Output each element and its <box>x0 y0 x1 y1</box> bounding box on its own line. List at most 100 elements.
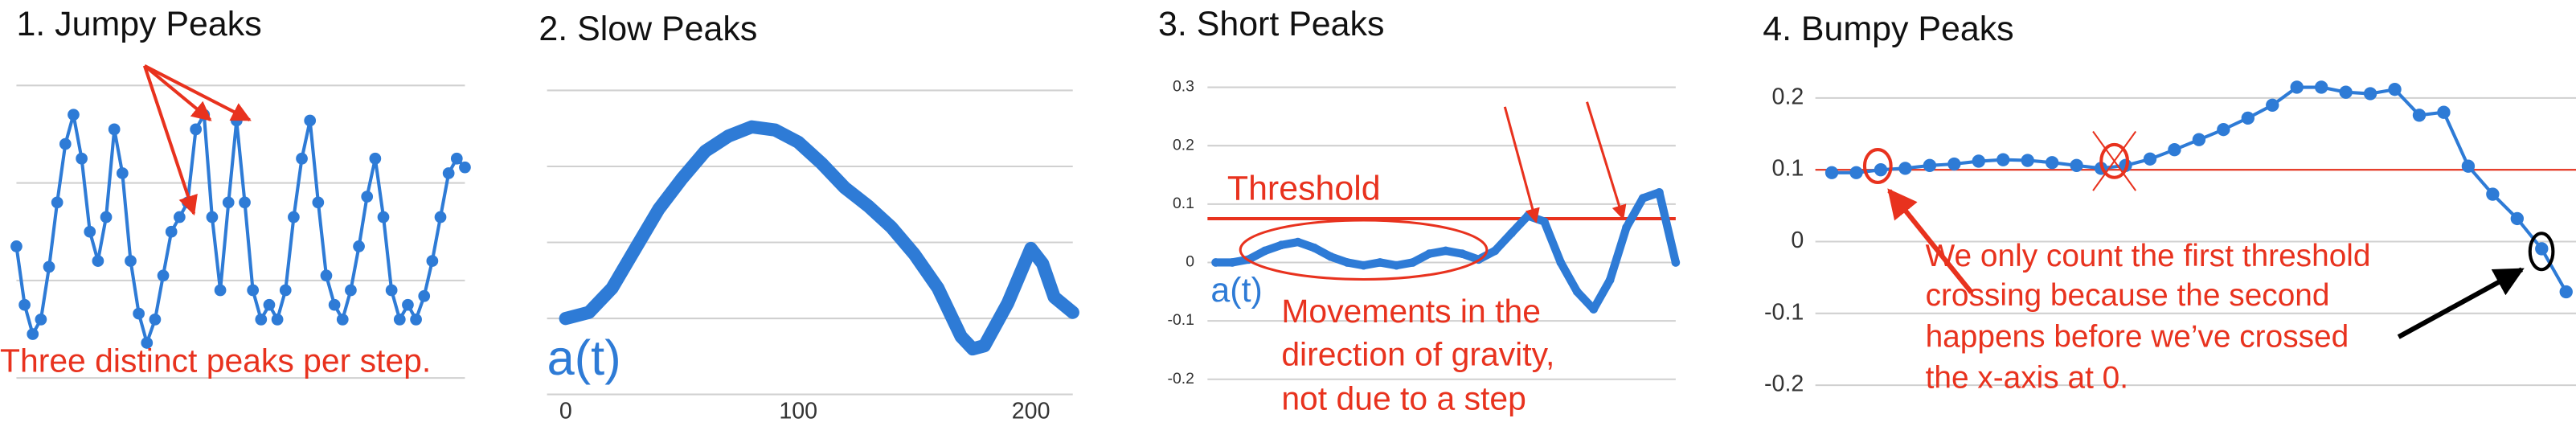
data-point <box>2535 242 2549 256</box>
arrow <box>143 64 252 122</box>
data-point <box>92 255 104 267</box>
data-point <box>165 225 178 238</box>
y-tick-label: -0.1 <box>1764 299 1804 325</box>
y-tick-label: 0.1 <box>1772 156 1804 182</box>
annotation: We only count the first threshold <box>1926 239 2371 273</box>
data-point <box>1211 258 1220 267</box>
data-point <box>1572 287 1582 297</box>
annotation: Threshold <box>1227 169 1381 207</box>
data-point <box>369 152 382 165</box>
data-point <box>2168 142 2181 157</box>
y-tick-label: 0 <box>1186 253 1194 271</box>
data-point <box>459 161 471 174</box>
data-point <box>1375 258 1385 267</box>
data-point <box>1540 217 1549 226</box>
x-tick-label: 0 <box>559 399 572 424</box>
data-point <box>133 307 145 320</box>
data-point <box>304 114 317 127</box>
data-point <box>1424 249 1434 258</box>
data-point <box>1490 246 1500 256</box>
data-point <box>173 211 186 224</box>
panel-title: 2. Slow Peaks <box>539 10 757 48</box>
annotation: a(t) <box>547 330 621 385</box>
data-point <box>1359 260 1368 270</box>
data-point <box>450 152 463 165</box>
data-point <box>1408 258 1418 267</box>
data-point <box>68 109 80 121</box>
data-point <box>377 211 390 224</box>
data-point <box>418 289 431 302</box>
data-point <box>1326 252 1335 261</box>
data-point <box>2559 285 2573 299</box>
data-point <box>35 314 47 326</box>
data-point <box>2315 80 2328 94</box>
data-point <box>1309 243 1319 252</box>
data-point <box>271 314 284 326</box>
data-point <box>434 211 447 224</box>
data-point <box>59 137 72 150</box>
data-line <box>14 113 467 345</box>
annotation: direction of gravity, <box>1281 335 1554 372</box>
data-point <box>206 211 219 224</box>
data-line <box>559 120 1079 356</box>
panel-title: 1. Jumpy Peaks <box>16 5 261 43</box>
data-point <box>2266 98 2279 112</box>
data-point <box>2461 159 2476 173</box>
data-point <box>27 328 39 340</box>
data-point <box>2510 211 2525 226</box>
arrow <box>1887 188 1974 294</box>
data-point <box>1655 187 1664 197</box>
data-point <box>2363 87 2377 100</box>
data-point <box>247 284 260 297</box>
data-point <box>1227 258 1237 267</box>
data-point <box>1947 157 1961 171</box>
data-point <box>1671 258 1681 267</box>
annotation: Three distinct peaks per step. <box>0 342 431 379</box>
data-point <box>190 123 203 136</box>
data-point <box>157 269 170 282</box>
data-point <box>1898 162 1912 175</box>
data-point <box>149 314 162 326</box>
data-point <box>125 255 137 267</box>
data-point <box>1277 240 1286 249</box>
data-point <box>442 167 455 179</box>
y-tick-label: 0.2 <box>1772 84 1804 109</box>
arrow <box>1503 106 1540 224</box>
data-point <box>2486 187 2500 201</box>
highlight-ellipse <box>1239 219 1489 281</box>
data-point <box>1260 246 1270 256</box>
data-point <box>43 260 55 273</box>
data-point <box>1392 260 1401 270</box>
data-point <box>2143 152 2157 166</box>
data-point <box>1622 223 1631 232</box>
data-point <box>1342 258 1352 267</box>
x-tick-label: 200 <box>1012 399 1050 424</box>
data-point <box>1507 228 1516 238</box>
y-tick-label: -0.2 <box>1764 371 1804 397</box>
data-point <box>214 284 227 297</box>
data-point <box>51 196 63 209</box>
y-tick-label: -0.1 <box>1168 311 1194 329</box>
arrow <box>143 64 212 121</box>
highlight-circle <box>1862 147 1893 184</box>
data-point <box>263 298 276 311</box>
data-point <box>385 284 398 297</box>
data-point <box>1849 166 1863 179</box>
data-point <box>116 167 129 179</box>
data-point <box>2217 122 2230 137</box>
data-point <box>2388 82 2402 96</box>
annotation: happens before we’ve crossed <box>1926 319 2349 354</box>
data-point <box>296 152 308 165</box>
data-point <box>2437 105 2451 119</box>
data-point <box>1638 194 1648 203</box>
data-point <box>1589 305 1598 314</box>
data-point <box>84 225 96 238</box>
data-point <box>1293 237 1303 247</box>
data-point <box>222 196 235 209</box>
data-point <box>108 123 121 136</box>
annotation: crossing because the second <box>1926 278 2330 313</box>
y-tick-label: 0.3 <box>1173 78 1194 96</box>
highlight-circle <box>2099 142 2130 179</box>
data-point <box>239 196 251 209</box>
